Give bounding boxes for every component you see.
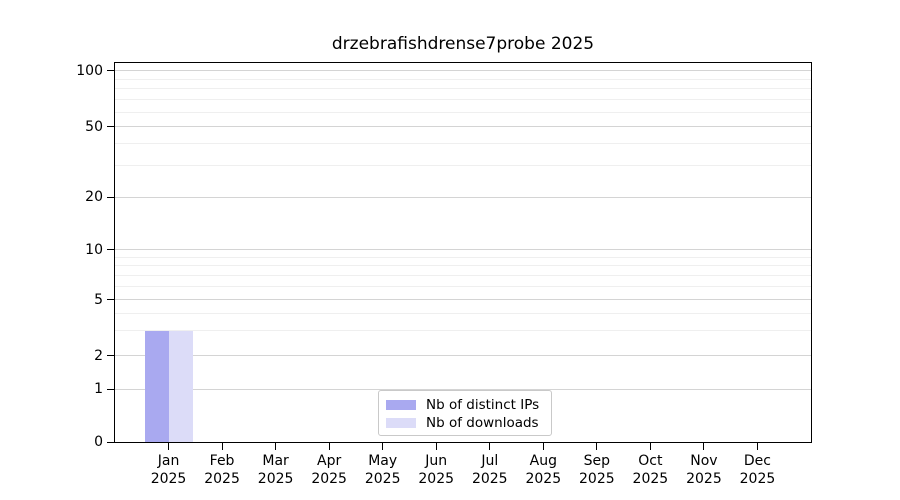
minor-gridline (115, 111, 811, 113)
bar-jan-series1 (168, 330, 193, 442)
x-axis-tick (168, 443, 170, 450)
plot-area (114, 62, 812, 443)
legend-row-distinct-ips: Nb of distinct IPs (386, 396, 544, 414)
x-axis-tick (328, 443, 330, 450)
x-tick-month: Sep (583, 453, 611, 469)
x-tick-label: Nov 2025 (659, 452, 749, 488)
y-tick-label: 50 (85, 118, 103, 135)
x-tick-month: May (368, 453, 398, 469)
y-tick-label: 1 (94, 381, 103, 398)
y-axis-tick (107, 126, 114, 128)
major-gridline (115, 388, 811, 390)
minor-gridline (115, 275, 811, 277)
major-gridline (115, 249, 811, 251)
x-tick-month: Jun (425, 453, 448, 469)
x-tick-label: Sep 2025 (552, 452, 642, 488)
y-tick-label: 100 (76, 62, 103, 79)
minor-gridline (115, 330, 811, 332)
legend-swatch-distinct-ips (386, 400, 416, 410)
x-tick-label: Mar 2025 (231, 452, 321, 488)
x-axis-tick (489, 443, 491, 450)
x-tick-year: 2025 (204, 471, 240, 487)
y-axis-tick (107, 249, 114, 251)
legend-row-downloads: Nb of downloads (386, 414, 544, 432)
x-tick-year: 2025 (632, 471, 669, 487)
y-axis-tick (107, 70, 114, 72)
x-tick-year: 2025 (525, 471, 562, 487)
y-axis-tick (107, 388, 114, 390)
y-axis-tick (107, 441, 114, 443)
bar-jan-series0 (144, 330, 169, 442)
x-axis-tick (435, 443, 437, 450)
x-tick-month: Oct (638, 453, 663, 469)
x-axis-tick (756, 443, 758, 450)
minor-gridline (115, 286, 811, 288)
x-axis-tick (596, 443, 598, 450)
x-tick-month: Feb (209, 453, 235, 469)
x-tick-year: 2025 (257, 471, 294, 487)
x-tick-year: 2025 (739, 471, 776, 487)
x-tick-month: Mar (262, 453, 289, 469)
legend: Nb of distinct IPs Nb of downloads (378, 390, 552, 436)
minor-gridline (115, 265, 811, 267)
x-axis-tick (703, 443, 705, 450)
major-gridline (115, 196, 811, 198)
x-tick-label: Aug 2025 (498, 452, 588, 488)
x-tick-year: 2025 (579, 471, 615, 487)
x-tick-label: Jan 2025 (124, 452, 214, 488)
minor-gridline (115, 88, 811, 90)
x-tick-month: Dec (743, 453, 771, 469)
y-axis-tick (107, 299, 114, 301)
major-gridline (115, 70, 811, 72)
x-tick-label: Dec 2025 (712, 452, 802, 488)
x-tick-month: Nov (690, 453, 718, 469)
x-tick-year: 2025 (471, 471, 508, 487)
x-tick-month: Jan (157, 453, 180, 469)
y-tick-label: 20 (85, 189, 103, 206)
x-tick-year: 2025 (686, 471, 722, 487)
x-tick-year: 2025 (150, 471, 187, 487)
x-tick-label: Apr 2025 (284, 452, 374, 488)
x-tick-year: 2025 (418, 471, 455, 487)
minor-gridline (115, 312, 811, 314)
x-tick-label: May 2025 (338, 452, 428, 488)
x-tick-month: Aug (529, 453, 557, 469)
x-axis-tick (542, 443, 544, 450)
major-gridline (115, 355, 811, 357)
legend-label-downloads: Nb of downloads (426, 415, 539, 431)
minor-gridline (115, 143, 811, 145)
x-tick-label: Jun 2025 (391, 452, 481, 488)
x-tick-label: Oct 2025 (605, 452, 695, 488)
minor-gridline (115, 256, 811, 258)
legend-label-distinct-ips: Nb of distinct IPs (426, 397, 540, 413)
x-axis-tick (649, 443, 651, 450)
x-tick-month: Jul (481, 453, 499, 469)
y-axis-tick (107, 196, 114, 198)
minor-gridline (115, 165, 811, 167)
x-axis-tick (221, 443, 223, 450)
x-axis-tick (275, 443, 277, 450)
x-tick-label: Feb 2025 (177, 452, 267, 488)
major-gridline (115, 299, 811, 301)
legend-swatch-downloads (386, 418, 416, 428)
minor-gridline (115, 99, 811, 101)
x-tick-month: Apr (317, 453, 342, 469)
chart-title: drzebrafishdrense7probe 2025 (331, 34, 595, 54)
y-tick-label: 2 (94, 347, 103, 364)
y-axis-tick (107, 355, 114, 357)
x-axis-tick (382, 443, 384, 450)
minor-gridline (115, 78, 811, 80)
major-gridline (115, 126, 811, 128)
x-tick-label: Jul 2025 (445, 452, 535, 488)
y-tick-label: 10 (85, 241, 103, 258)
x-tick-year: 2025 (311, 471, 347, 487)
x-tick-year: 2025 (364, 471, 401, 487)
y-tick-label: 5 (94, 291, 103, 308)
y-tick-label: 0 (94, 434, 103, 450)
